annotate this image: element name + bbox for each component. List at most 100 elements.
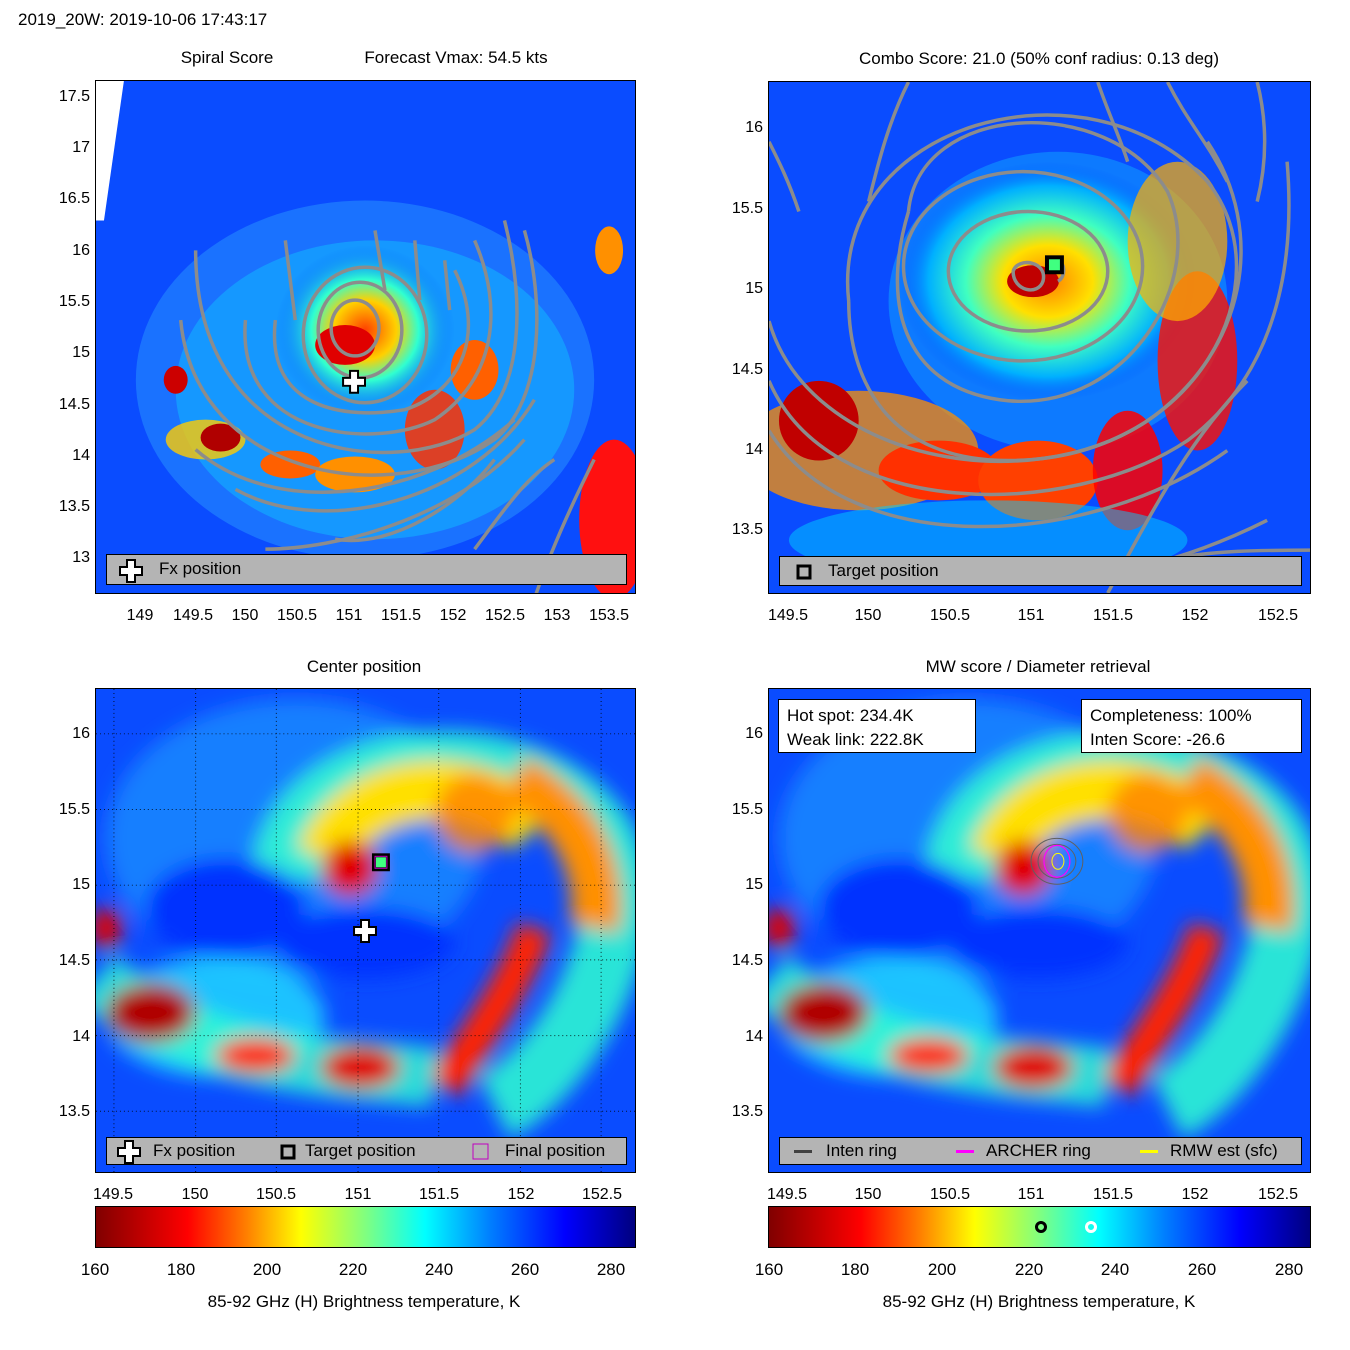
square-icon: [280, 1144, 296, 1160]
y-tick: 14: [745, 441, 763, 458]
y-tick: 14.5: [58, 396, 90, 413]
x-tick: 149.5: [92, 1186, 134, 1203]
completeness-text: Completeness: 100%: [1090, 706, 1252, 725]
mw-heatmap: [769, 689, 1310, 1172]
legend-fx-label: Fx position: [159, 559, 242, 578]
legend-fx-label: Fx position: [153, 1141, 236, 1160]
legend-rmw-est: RMW est (sfc): [1170, 1141, 1278, 1160]
x-tick: 153.5: [588, 607, 630, 624]
final-square-icon: [472, 1143, 489, 1160]
diameter-rings: [1030, 837, 1084, 885]
legend-final-label: Final position: [505, 1141, 606, 1160]
x-tick: 152: [507, 1186, 535, 1203]
colorbar-tick: 260: [1187, 1260, 1217, 1279]
mw-score-plot: Hot spot: 234.4K Weak link: 222.8K Compl…: [768, 688, 1311, 1173]
colorbar-tick: 200: [252, 1260, 282, 1279]
final-position-square: [374, 855, 388, 869]
x-tick: 149: [126, 607, 154, 624]
x-tick: 149.5: [766, 1186, 808, 1203]
y-tick: 13.5: [731, 521, 763, 538]
y-tick: 13: [72, 549, 90, 566]
completeness-box: Completeness: 100% Inten Score: -26.6: [1081, 699, 1302, 753]
colorbar-tick: 180: [840, 1260, 870, 1279]
colorbar-tick: 160: [754, 1260, 784, 1279]
center-title: Center position: [306, 657, 422, 676]
archer-ring-swatch: [956, 1150, 974, 1153]
y-tick: 15.5: [731, 801, 763, 818]
colorbar-center: [95, 1206, 636, 1248]
y-tick: 16: [72, 242, 90, 259]
colorbar-label: 85-92 GHz (H) Brightness temperature, K: [882, 1292, 1196, 1311]
legend-archer-ring: ARCHER ring: [986, 1141, 1091, 1160]
fx-position-cross: [353, 919, 377, 943]
colorbar-tick: 260: [510, 1260, 540, 1279]
plus-icon: [117, 1140, 141, 1164]
combo-heatmap: [769, 82, 1310, 593]
square-icon: [796, 564, 812, 580]
x-tick: 153: [543, 607, 571, 624]
x-tick: 149.5: [172, 607, 214, 624]
x-tick: 150: [854, 607, 882, 624]
weak-link-marker: [1035, 1221, 1048, 1233]
y-tick: 14.5: [58, 952, 90, 969]
target-position-square: [1044, 255, 1064, 275]
y-tick: 16: [745, 119, 763, 136]
x-tick: 152: [1181, 1186, 1209, 1203]
target-position-square: [371, 853, 390, 872]
y-tick: 13.5: [58, 498, 90, 515]
x-tick: 150: [181, 1186, 209, 1203]
legend-target-label: Target position: [305, 1141, 416, 1160]
y-tick: 17.5: [58, 88, 90, 105]
y-tick: 16: [72, 725, 90, 742]
x-tick: 150: [854, 1186, 882, 1203]
mw-legend: Inten ring ARCHER ring RMW est (sfc): [779, 1137, 1302, 1165]
y-tick: 13.5: [58, 1103, 90, 1120]
rmw-est-swatch: [1140, 1150, 1158, 1153]
combo-title: Combo Score: 21.0 (50% conf radius: 0.13…: [858, 49, 1220, 68]
x-tick: 151: [344, 1186, 372, 1203]
center-legend: Fx position Target position Final positi…: [106, 1137, 627, 1165]
plus-icon: [119, 559, 143, 583]
spiral-title-left: Spiral Score: [180, 48, 274, 67]
x-tick: 150.5: [929, 1186, 971, 1203]
y-tick: 15: [72, 344, 90, 361]
colorbar-tick: 280: [596, 1260, 626, 1279]
x-tick: 152: [439, 607, 467, 624]
hot-spot-box: Hot spot: 234.4K Weak link: 222.8K: [778, 699, 976, 753]
colorbar-label: 85-92 GHz (H) Brightness temperature, K: [207, 1292, 521, 1311]
spiral-legend: Fx position: [106, 554, 627, 585]
y-tick: 16.5: [58, 190, 90, 207]
inten-ring-swatch: [794, 1150, 812, 1153]
x-tick: 152.5: [484, 607, 526, 624]
fx-position-cross: [342, 369, 366, 394]
y-tick: 17: [72, 139, 90, 156]
center-heatmap: [96, 689, 635, 1172]
y-tick: 14.5: [731, 952, 763, 969]
center-position-plot: Fx position Target position Final positi…: [95, 688, 636, 1173]
x-tick: 151.5: [418, 1186, 460, 1203]
colorbar-tick: 180: [166, 1260, 196, 1279]
x-tick: 151.5: [380, 607, 422, 624]
spiral-heatmap: [96, 81, 635, 593]
inten-score-text: Inten Score: -26.6: [1090, 730, 1226, 749]
legend-inten-ring: Inten ring: [826, 1141, 897, 1160]
mw-title: MW score / Diameter retrieval: [925, 657, 1151, 676]
x-tick: 152.5: [1257, 1186, 1299, 1203]
combo-score-plot: Target position: [768, 81, 1311, 594]
x-tick: 151: [335, 607, 363, 624]
x-tick: 149.5: [767, 607, 809, 624]
x-tick: 150.5: [255, 1186, 297, 1203]
colorbar-tick: 240: [1100, 1260, 1130, 1279]
x-tick: 152.5: [581, 1186, 623, 1203]
y-tick: 14: [72, 1028, 90, 1045]
colorbar-tick: 160: [80, 1260, 110, 1279]
x-tick: 150: [231, 607, 259, 624]
y-tick: 15.5: [58, 293, 90, 310]
y-tick: 16: [745, 725, 763, 742]
x-tick: 152: [1181, 607, 1209, 624]
y-tick: 14: [72, 447, 90, 464]
y-tick: 15.5: [731, 200, 763, 217]
x-tick: 151: [1017, 1186, 1045, 1203]
y-tick: 14.5: [731, 361, 763, 378]
y-tick: 15: [745, 280, 763, 297]
